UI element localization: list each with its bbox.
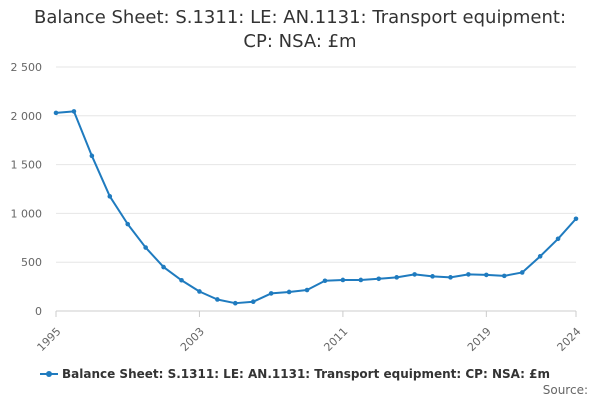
x-tick-label: 1995 (35, 325, 64, 354)
data-point[interactable] (430, 274, 435, 279)
data-point[interactable] (71, 109, 77, 114)
data-point[interactable] (250, 299, 256, 305)
data-point[interactable] (448, 275, 453, 280)
x-tick-label: 2024 (555, 325, 584, 354)
y-tick-label: 2 500 (11, 61, 43, 74)
data-point[interactable] (161, 264, 166, 270)
data-point[interactable] (340, 277, 346, 283)
data-point[interactable] (53, 110, 59, 116)
x-tick-label: 2011 (321, 325, 350, 354)
data-point[interactable] (304, 287, 310, 293)
data-point[interactable] (143, 245, 148, 250)
data-point[interactable] (322, 278, 328, 284)
y-tick-label: 1 000 (11, 207, 43, 220)
x-tick-label: 2003 (178, 325, 207, 354)
data-point[interactable] (286, 289, 292, 295)
grid-lines (56, 66, 576, 312)
y-tick-label: 500 (21, 256, 42, 269)
legend-label: Balance Sheet: S.1311: LE: AN.1131: Tran… (62, 367, 550, 381)
series-line (55, 110, 577, 305)
data-point[interactable] (501, 273, 507, 279)
series-layer (53, 109, 579, 306)
y-tick-label: 1 500 (11, 159, 43, 172)
data-point[interactable] (107, 194, 113, 199)
data-point[interactable] (484, 272, 489, 278)
data-point[interactable] (555, 236, 561, 242)
x-tick-label: 2019 (465, 325, 494, 354)
data-point[interactable] (412, 272, 417, 277)
x-axis-ticks: 1995 2003 2011 2019 2024 (35, 311, 584, 354)
data-point[interactable] (376, 276, 382, 282)
data-point[interactable] (89, 153, 95, 159)
y-axis-ticks: 0 500 1 000 1 500 2 000 2 500 (11, 61, 43, 318)
data-point[interactable] (519, 270, 525, 275)
data-point[interactable] (125, 221, 131, 227)
data-point[interactable] (394, 275, 399, 280)
data-point[interactable] (358, 277, 364, 283)
data-point[interactable] (197, 289, 202, 294)
data-point[interactable] (537, 254, 543, 259)
source-label: Source: (542, 383, 588, 397)
y-tick-label: 2 000 (11, 110, 43, 123)
data-point[interactable] (233, 300, 238, 306)
chart-title: Balance Sheet: S.1311: LE: AN.1131: Tran… (33, 7, 567, 52)
y-tick-label: 0 (35, 305, 42, 318)
data-point[interactable] (466, 272, 471, 277)
data-point[interactable] (268, 291, 274, 296)
legend-line-marker-icon (40, 369, 58, 379)
data-point[interactable] (215, 297, 220, 302)
legend[interactable]: Balance Sheet: S.1311: LE: AN.1131: Tran… (40, 365, 550, 383)
data-point[interactable] (573, 216, 579, 222)
data-point[interactable] (179, 277, 184, 283)
